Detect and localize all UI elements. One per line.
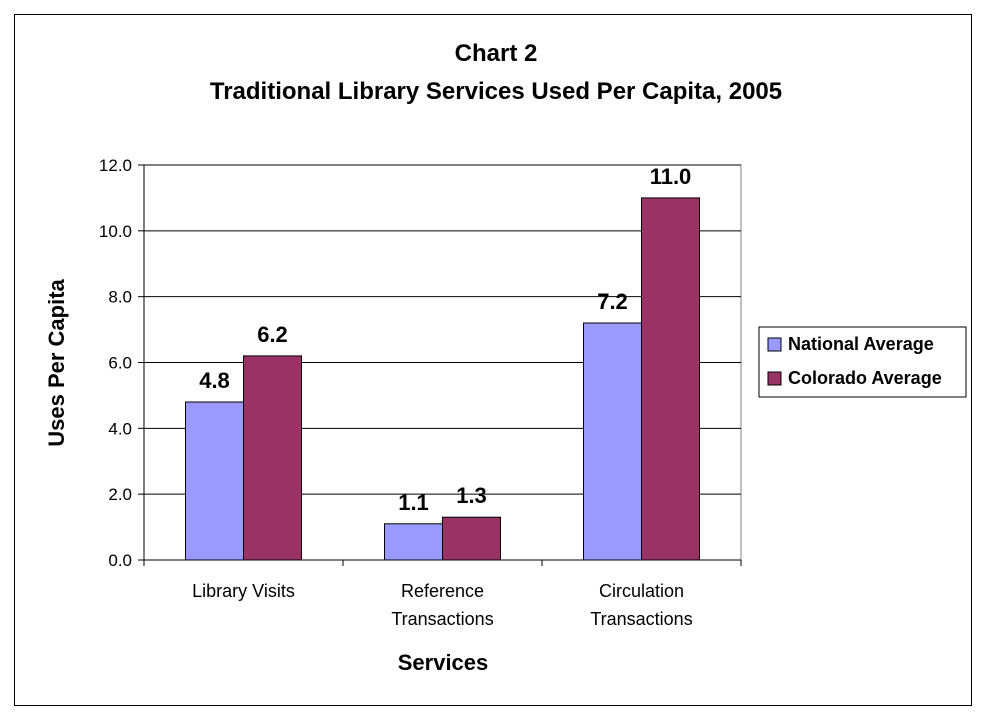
chart-svg: Chart 2 Traditional Library Services Use… [44, 40, 967, 675]
legend-swatch [767, 371, 782, 386]
bar [641, 197, 700, 561]
x-tick-label: Transactions [391, 609, 493, 629]
y-tick-label: 8.0 [108, 288, 132, 307]
y-tick-label: 6.0 [108, 354, 132, 373]
y-axis-title: Uses Per Capita [44, 278, 69, 446]
bars [185, 197, 700, 561]
legend: National Average Colorado Average [758, 326, 967, 398]
y-tick-label: 2.0 [108, 485, 132, 504]
x-tick-label: Circulation [599, 581, 684, 601]
data-label: 11.0 [650, 164, 692, 189]
legend-box [758, 326, 967, 398]
bar [185, 401, 244, 561]
bar [583, 322, 642, 561]
legend-label: National Average [788, 334, 934, 354]
legend-items: National Average Colorado Average [767, 334, 942, 388]
chart-title: Chart 2 [455, 40, 538, 67]
data-labels: 4.8 6.2 1.1 1.3 7.2 11.0 [199, 164, 691, 515]
bar [442, 516, 501, 561]
data-label: 6.2 [257, 322, 288, 347]
data-label: 4.8 [199, 368, 230, 393]
tick-labels: 0.0 2.0 4.0 6.0 8.0 10.0 12.0 Library Visits Ref… [99, 156, 742, 629]
x-tick-label: Reference [401, 581, 484, 601]
chart-frame: Chart 2 Traditional Library Services Use… [14, 14, 972, 706]
y-tick-label: 12.0 [99, 156, 132, 175]
y-tick-label: 0.0 [108, 551, 132, 570]
chart-subtitle: Traditional Library Services Used Per Ca… [210, 78, 782, 105]
data-label: 1.3 [456, 483, 487, 508]
x-axis-title: Services [398, 650, 489, 675]
data-label: 7.2 [597, 289, 628, 314]
x-tick-label: Transactions [590, 609, 692, 629]
y-tick-label: 4.0 [108, 419, 132, 438]
x-tick-label: Library Visits [192, 581, 295, 601]
legend-label: Colorado Average [788, 368, 942, 388]
legend-swatch [767, 337, 782, 352]
y-tick-label: 10.0 [99, 222, 132, 241]
bar [243, 355, 302, 561]
data-label: 1.1 [398, 490, 429, 515]
bar [384, 523, 443, 561]
